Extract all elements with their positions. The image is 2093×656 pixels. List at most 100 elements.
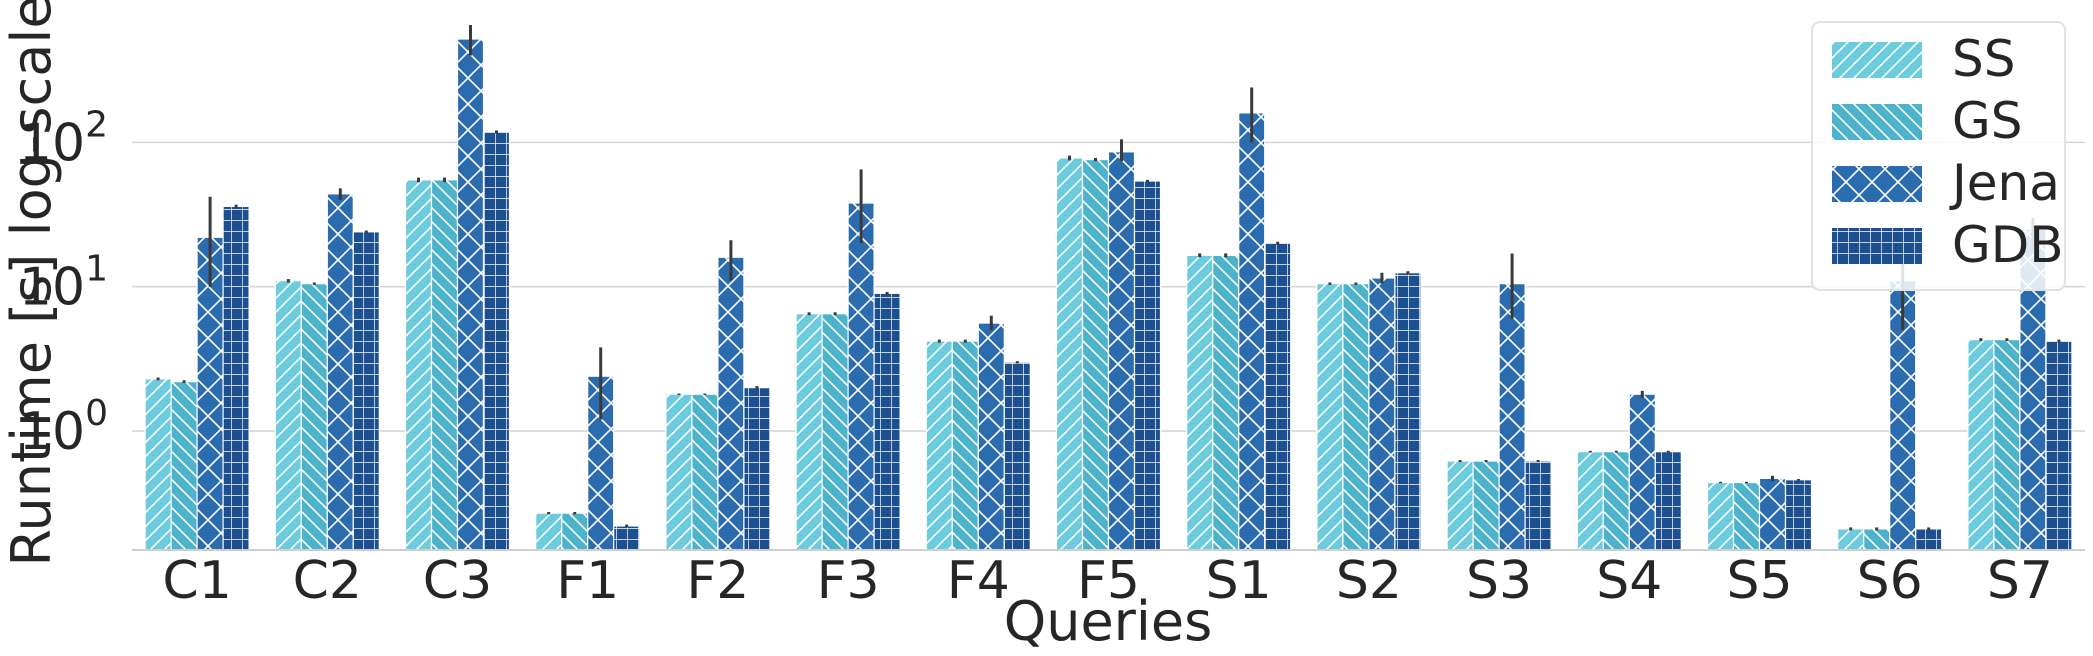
bar-gs-s4 (1602, 451, 1630, 551)
bar-jena-f5 (1107, 151, 1136, 551)
bar-hatch (1186, 254, 1214, 551)
bar-ss-f1 (535, 512, 563, 551)
bar-gs-f3 (821, 313, 849, 551)
bar-hatch (1602, 451, 1630, 551)
bar-hatch (1706, 481, 1735, 551)
bar-hatch (1863, 528, 1891, 551)
bar-hatch (1446, 460, 1474, 551)
bar-hatch (743, 387, 771, 551)
bar-gs-c1 (170, 381, 198, 551)
bar-hatch (1915, 528, 1943, 551)
bar-ss-f3 (795, 313, 823, 551)
y-tick-exponent: 1 (85, 249, 108, 290)
bar-hatch (1498, 283, 1526, 551)
y-tick-label: 100 (19, 393, 108, 462)
bar-jena-s5 (1758, 477, 1787, 551)
bar-hatch (951, 340, 979, 551)
x-tick-label: S6 (1857, 551, 1923, 611)
bar-gs-s6 (1863, 528, 1891, 551)
bar-hatch (170, 381, 198, 551)
bar-gdb-s7 (2045, 340, 2073, 551)
bar-gs-s3 (1472, 460, 1500, 551)
bar-gdb-f4 (1003, 361, 1031, 551)
bar-hatch (1394, 272, 1422, 551)
bar-gs-f2 (691, 393, 719, 551)
bar-ss-c3 (404, 179, 433, 551)
bar-gs-s7 (1993, 339, 2021, 551)
bar-gs-s2 (1342, 283, 1370, 551)
legend-swatch-hatch (1832, 228, 1922, 264)
y-tick-exponent: 2 (85, 104, 108, 145)
bar-ss-f2 (665, 393, 693, 551)
bar-gs-s1 (1212, 254, 1240, 551)
bar-ss-f5 (1055, 157, 1084, 551)
legend-label: SS (1952, 30, 2015, 88)
bar-hatch (1055, 157, 1084, 551)
bar-hatch (1993, 339, 2021, 551)
legend-swatch-hatch (1832, 104, 1922, 140)
legend-label: GDB (1952, 216, 2064, 274)
bar-hatch (1081, 158, 1110, 551)
bar-hatch (1837, 528, 1865, 551)
bar-hatch (1107, 151, 1136, 551)
legend-frame (1811, 21, 2066, 291)
x-tick-label: S2 (1336, 551, 1402, 611)
x-tick-label: F4 (947, 551, 1010, 611)
bar-hatch (1264, 242, 1292, 551)
bar-gs-s5 (1732, 481, 1761, 551)
bar-gdb-s4 (1654, 451, 1682, 551)
bar-gdb-f1 (613, 525, 641, 551)
legend-entry-jena: Jena (1832, 154, 2060, 212)
bar-hatch (1238, 112, 1266, 551)
legend-entry-ss: SS (1832, 30, 2015, 88)
y-tick-base: 10 (19, 113, 85, 173)
y-tick-label: 102 (19, 104, 108, 173)
bar-hatch (1003, 361, 1031, 551)
bar-gdb-f2 (743, 387, 771, 551)
x-tick-label: F2 (686, 551, 749, 611)
bar-gdb-f5 (1133, 180, 1162, 551)
legend-label: GS (1952, 92, 2022, 150)
bar-jena-f3 (847, 202, 875, 551)
x-tick-label: S4 (1596, 551, 1662, 611)
bar-hatch (795, 313, 823, 551)
bar-hatch (274, 280, 302, 551)
bar-ss-c1 (144, 378, 172, 551)
x-tick-label: S1 (1206, 551, 1272, 611)
bar-hatch (1576, 451, 1604, 551)
bar-ss-s5 (1706, 481, 1735, 551)
bar-jena-s3 (1498, 283, 1526, 551)
bar-gs-f5 (1081, 158, 1110, 551)
bar-gdb-c2 (352, 231, 380, 551)
bar-hatch (430, 179, 459, 551)
bar-jena-f4 (977, 322, 1005, 551)
bar-ss-s1 (1186, 254, 1214, 551)
x-tick-label: C3 (423, 551, 492, 611)
bar-jena-c2 (326, 193, 354, 551)
y-tick-exponent: 0 (85, 393, 108, 434)
bar-gdb-c3 (482, 131, 511, 551)
bar-hatch (456, 38, 485, 551)
bar-hatch (222, 205, 250, 551)
bar-hatch (561, 512, 589, 551)
bar-hatch (1342, 283, 1370, 551)
bar-hatch (665, 393, 693, 551)
x-tick-label: S3 (1466, 551, 1532, 611)
bar-jena-f2 (717, 256, 745, 551)
y-tick-base: 10 (19, 258, 85, 318)
bar-hatch (847, 202, 875, 551)
bar-hatch (352, 231, 380, 551)
x-tick-label: C2 (293, 551, 362, 611)
bar-hatch (404, 179, 433, 551)
bar-hatch (300, 283, 328, 551)
bar-gdb-s1 (1264, 242, 1292, 551)
bar-hatch (873, 292, 901, 551)
bar-gdb-s5 (1784, 479, 1813, 551)
bar-hatch (196, 236, 224, 551)
bar-hatch (1133, 180, 1162, 551)
legend-entry-gs: GS (1832, 92, 2022, 150)
bar-hatch (2045, 340, 2073, 551)
bar-hatch (1732, 481, 1761, 551)
bar-ss-s4 (1576, 451, 1604, 551)
